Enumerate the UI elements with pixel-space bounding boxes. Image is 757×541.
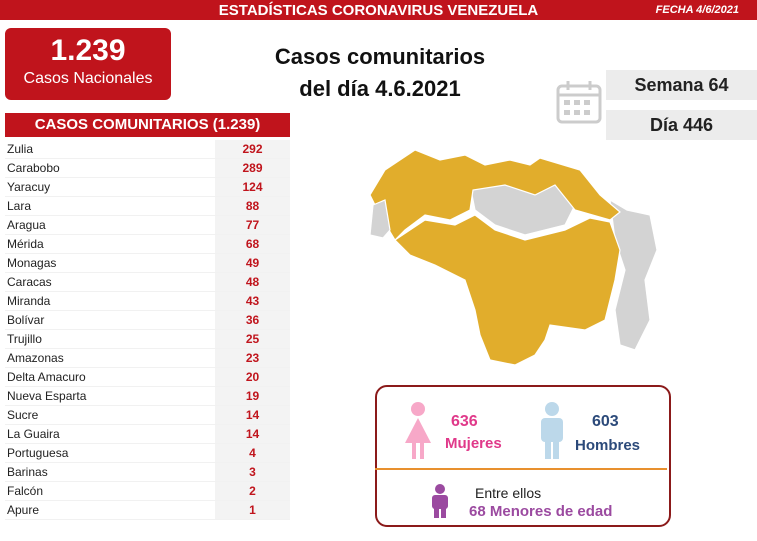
- table-row: Sucre 14: [5, 406, 290, 425]
- banner: ESTADÍSTICAS CORONAVIRUS VENEZUELA FECHA…: [0, 0, 757, 20]
- state-name: Bolívar: [7, 313, 45, 327]
- table-row: Portuguesa 4: [5, 444, 290, 463]
- case-count: 20: [215, 368, 290, 386]
- divider: [375, 468, 667, 470]
- table-title: CASOS COMUNITARIOS (1.239): [5, 113, 290, 137]
- national-label: Casos Nacionales: [23, 70, 153, 87]
- case-count: 77: [215, 216, 290, 234]
- case-count: 124: [215, 178, 290, 196]
- week: Semana 64: [606, 70, 757, 100]
- table-row: Apure 1: [5, 501, 290, 520]
- case-count: 49: [215, 254, 290, 272]
- table-row: Carabobo 289: [5, 159, 290, 178]
- table-row: Bolívar 36: [5, 311, 290, 330]
- case-count: 25: [215, 330, 290, 348]
- case-count: 48: [215, 273, 290, 291]
- table-row: Falcón 2: [5, 482, 290, 501]
- national-box: 1.239 Casos Nacionales: [5, 28, 171, 100]
- state-name: Barinas: [7, 465, 48, 479]
- table-row: Monagas 49: [5, 254, 290, 273]
- case-count: 4: [215, 444, 290, 462]
- state-name: La Guaira: [7, 427, 60, 441]
- gender-box: 636 Mujeres 603 Hombres Entre ellos 68 M…: [375, 385, 671, 527]
- state-name: Amazonas: [7, 351, 64, 365]
- men-label: Hombres: [575, 437, 641, 454]
- men-value: 603: [592, 413, 619, 430]
- state-name: Monagas: [7, 256, 57, 270]
- state-name: Yaracuy: [7, 180, 51, 194]
- headline: del día 4.6.2021: [299, 76, 461, 101]
- table-row: La Guaira 14: [5, 425, 290, 444]
- case-count: 1: [215, 501, 290, 519]
- case-count: 23: [215, 349, 290, 367]
- state-name: Aragua: [7, 218, 46, 232]
- minors: 68 Menores de edad: [469, 503, 612, 520]
- case-count: 88: [215, 197, 290, 215]
- minors-value: 68: [469, 503, 486, 520]
- women-label: Mujeres: [445, 435, 502, 452]
- table-row: Aragua 77: [5, 216, 290, 235]
- state-name: Lara: [7, 199, 32, 213]
- state-name: Nueva Esparta: [7, 389, 87, 403]
- calendar-icon: [556, 81, 602, 124]
- minors-label: Menores de edad: [489, 503, 613, 520]
- table-row: Zulia 292: [5, 140, 290, 159]
- state-name: Miranda: [7, 294, 51, 308]
- table-row: Nueva Esparta 19: [5, 387, 290, 406]
- map: [369, 149, 658, 366]
- title: ESTADÍSTICAS CORONAVIRUS VENEZUELA: [218, 2, 539, 19]
- state-name: Portuguesa: [7, 446, 69, 460]
- case-count: 3: [215, 463, 290, 481]
- state-name: Delta Amacuro: [7, 370, 86, 384]
- case-count: 36: [215, 311, 290, 329]
- child-icon: [432, 484, 448, 518]
- table-body: Zulia 292 Carabobo 289 Yaracuy 124 Lara 88 Aragu…: [5, 140, 290, 520]
- day: Día 446: [606, 110, 757, 140]
- headline: Casos comunitarios: [274, 44, 486, 69]
- minors-intro: Entre ellos: [475, 485, 542, 501]
- case-count: 2: [215, 482, 290, 500]
- state-name: Falcón: [7, 484, 44, 498]
- date: FECHA 4/6/2021: [655, 4, 739, 16]
- state-name: Mérida: [7, 237, 44, 251]
- case-count: 292: [215, 140, 290, 158]
- state-name: Caracas: [7, 275, 52, 289]
- state-name: Carabobo: [7, 161, 60, 175]
- table-row: Lara 88: [5, 197, 290, 216]
- state-name: Apure: [7, 503, 40, 517]
- table-row: Amazonas 23: [5, 349, 290, 368]
- case-count: 289: [215, 159, 290, 177]
- table-row: Yaracuy 124: [5, 178, 290, 197]
- table-row: Miranda 43: [5, 292, 290, 311]
- table: CASOS COMUNITARIOS (1.239) Zulia 292 Carab…: [5, 113, 290, 520]
- case-count: 68: [215, 235, 290, 253]
- table-row: Barinas 3: [5, 463, 290, 482]
- case-count: 14: [215, 425, 290, 443]
- case-count: 19: [215, 387, 290, 405]
- table-row: Trujillo 25: [5, 330, 290, 349]
- case-count: 43: [215, 292, 290, 310]
- state-name: Sucre: [7, 408, 39, 422]
- state-name: Zulia: [7, 142, 34, 156]
- women-value: 636: [451, 413, 478, 430]
- man-icon: [541, 402, 563, 459]
- state-name: Trujillo: [7, 332, 42, 346]
- national-value: 1.239: [50, 34, 126, 67]
- table-row: Mérida 68: [5, 235, 290, 254]
- table-row: Delta Amacuro 20: [5, 368, 290, 387]
- woman-icon: [405, 402, 431, 459]
- case-count: 14: [215, 406, 290, 424]
- table-row: Caracas 48: [5, 273, 290, 292]
